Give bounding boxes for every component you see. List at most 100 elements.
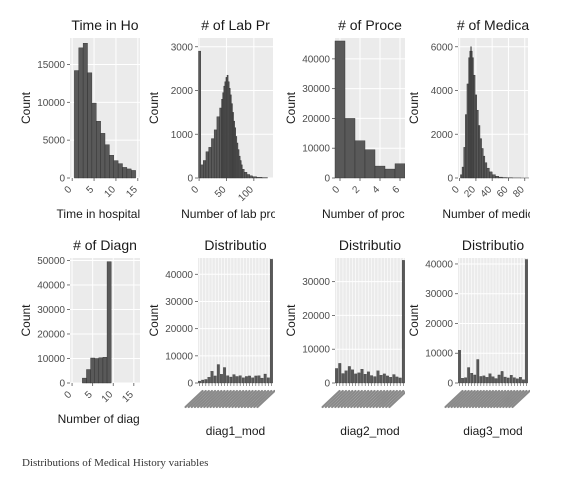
category-bar [379,375,383,384]
histogram-bar [131,170,136,179]
histogram-bar [98,357,104,384]
histogram-bar [252,176,257,179]
category-bar [386,375,389,384]
x-tick-label: 80 [511,184,527,200]
category-bar [216,364,220,384]
category-bar [270,259,273,384]
x-tick-label-illegible [444,389,464,409]
x-tick-label-illegible [459,389,479,409]
y-tick-label: 0 [324,379,330,390]
histogram-bar [495,176,499,179]
y-tick-label: 20000 [37,329,65,340]
category-bar [464,377,467,384]
histogram-bar [461,166,464,179]
x-tick-label-illegible [228,389,248,409]
y-axis-label: Count [19,304,33,337]
x-tick-label-illegible [372,389,392,409]
panel-background [198,258,273,383]
category-bar [506,377,510,384]
category-bar [398,377,402,384]
y-tick-label: 10000 [302,144,330,155]
histogram-bar [94,358,100,384]
histogram-bar [489,171,493,179]
x-tick-label: 15 [124,184,140,200]
x-tick-label-illegible [221,389,242,409]
category-bar [500,371,504,384]
category-bar [266,377,270,384]
y-tick-label: 0 [187,174,193,185]
y-tick-label: 15000 [37,60,65,71]
category-bar [248,375,251,384]
chart-panel-6: 0 10000 20000 30000 40000 Distributio diag1_mo… [147,237,275,438]
category-bar [525,259,528,384]
category-bar [470,373,474,384]
y-tick-label: 0 [59,174,65,185]
category-bar [461,378,464,384]
x-tick-label-illegible [334,389,354,409]
category-bar [357,372,361,384]
y-tick-label: 30000 [37,305,65,316]
category-bar [207,377,211,384]
x-tick-label-illegible [327,389,348,409]
x-tick-label: 15 [120,389,136,405]
histogram-bar [246,174,250,179]
x-tick-label: 5 [84,184,96,196]
y-axis-label: Count [19,91,33,124]
y-tick-label: 30000 [425,289,453,300]
x-axis-label: Number of lab proce [181,207,290,221]
category-bar [488,373,492,384]
y-tick-label: 5000 [43,136,66,147]
x-tick-label: 40 [479,184,495,200]
x-tick-label: 0 [450,184,462,196]
histogram-bar [104,144,110,179]
x-tick-label-illegible [206,389,226,409]
chart-panel-7: 0 10000 20000 30000 Distributio diag2_mod Coun… [284,237,405,438]
y-tick-label: 20000 [302,311,330,322]
category-bar [401,260,405,384]
category-bar [238,375,242,384]
x-tick-label: 5 [83,389,95,401]
y-axis-label: Count [407,304,421,337]
histogram-bar [198,50,201,179]
histogram-bar [122,167,128,179]
category-bar [370,375,374,384]
chart-panel-8: 0 10000 20000 30000 40000 Distributio diag3_mo… [407,237,530,438]
chart-title: # of Proce [338,17,402,33]
x-tick-label-illegible [234,389,254,409]
chart-title: # of Medica [457,17,530,33]
category-bar [251,377,255,384]
x-tick-label-illegible [474,389,495,409]
category-bar [479,376,483,384]
x-tick-label: 6 [390,184,402,196]
histogram-bar [82,377,87,384]
x-tick-label-illegible [471,389,492,409]
histogram-bar [374,165,386,179]
x-tick-label-illegible [375,389,395,409]
histogram-bar [78,47,84,179]
histogram-bar [200,164,204,179]
x-tick-label-illegible [465,389,485,409]
category-bar [347,366,351,384]
x-tick-label: 50 [213,184,229,200]
category-bar [515,378,519,384]
y-axis-label: Count [407,91,421,124]
histogram-bar [460,174,463,179]
y-axis-label: Count [284,91,298,124]
x-tick-label: 10 [100,389,116,405]
category-bar [210,371,214,384]
y-tick-label: 6000 [431,42,454,53]
histogram-bar [384,168,396,179]
category-bar [373,376,377,384]
x-tick-label-illegible [366,389,386,409]
category-bar [204,379,208,384]
histogram-bar [344,118,356,179]
x-tick-label-illegible [359,389,379,409]
histogram-bar [498,176,503,179]
x-axis-label: Number of proced [322,207,418,221]
category-bar [503,376,507,384]
y-tick-label: 10000 [302,345,330,356]
chart-title: Distributio [462,237,524,253]
x-tick-label: 60 [495,184,511,200]
